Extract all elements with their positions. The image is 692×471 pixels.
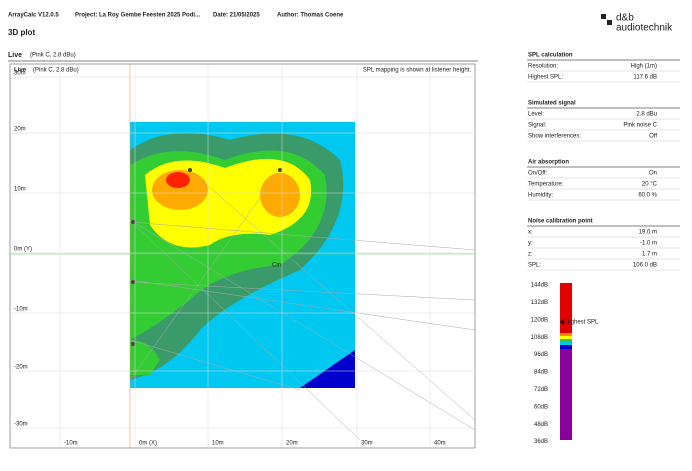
row-label: z:	[528, 252, 533, 258]
sightlines	[129, 169, 476, 441]
map-orange	[260, 173, 300, 217]
highest-marker	[560, 319, 564, 325]
scale-band	[560, 349, 572, 440]
logo-icon	[601, 14, 606, 19]
row-label: On/Off:	[528, 171, 548, 177]
scale-label: 144dB	[531, 283, 548, 289]
speaker	[188, 168, 192, 172]
y-axis-label: 10m	[14, 187, 26, 193]
inner-heading-sub: (Pink C, 2.8 dBu)	[33, 68, 79, 74]
y-axis-label: -20m	[14, 365, 28, 371]
ray	[129, 281, 476, 301]
section-title: SPL calculation	[528, 53, 573, 59]
scale-label: 108dB	[531, 335, 548, 341]
x-axis-label: -10m	[64, 441, 78, 447]
row-value: Pink noise C	[623, 123, 657, 129]
row-value: Off	[649, 134, 657, 140]
x-axis-label: 40m	[434, 441, 446, 447]
logo-icon	[607, 20, 612, 25]
row-value: 117.6 dB	[633, 75, 657, 81]
row-value: 60.0 %	[638, 193, 657, 199]
page-title: 3D plot	[8, 28, 35, 37]
scale-label: 96dB	[534, 352, 548, 358]
speaker	[131, 220, 135, 224]
ray	[129, 169, 281, 381]
section-title: Noise calibration point	[528, 219, 593, 225]
scale-label: 132dB	[531, 300, 548, 306]
inner-heading: Live	[14, 68, 27, 74]
date: Date: 21/05/2025	[213, 13, 260, 19]
row-label: Temperature:	[528, 182, 564, 188]
x-axis-label: 0m (X)	[139, 441, 157, 447]
map-green	[130, 340, 160, 375]
row-value: -1.0 m	[640, 241, 657, 247]
scale-label: 48dB	[534, 422, 548, 428]
row-value: 1.7 m	[642, 252, 657, 258]
scale-label: 72dB	[534, 387, 548, 393]
ray	[129, 221, 476, 251]
speakers	[131, 168, 282, 346]
plot-heading: Live	[8, 52, 22, 59]
y-axis-label: 20m	[14, 127, 26, 133]
marker-label: Cin	[272, 263, 281, 269]
ray	[129, 339, 301, 391]
app-name: ArrayCalc V12.0.5	[8, 13, 59, 19]
scale-label: 36dB	[534, 439, 548, 445]
row-label: Highest SPL:	[528, 75, 563, 81]
scale-label: 84dB	[534, 370, 548, 376]
row-label: Show interferences:	[528, 134, 581, 140]
row-label: SPL:	[528, 263, 541, 269]
row-value: 106.0 dB	[633, 263, 657, 269]
scale-band	[560, 336, 572, 339]
scale-band	[560, 342, 572, 345]
map-red	[166, 172, 190, 188]
spl-map	[130, 122, 355, 388]
row-label: Humidity:	[528, 193, 553, 199]
author: Author: Thomas Coene	[277, 13, 344, 19]
y-axis-label: -10m	[14, 307, 28, 313]
generated: 30m 20m 10m 0m (Y) -10m -20m -30m -10m 0m (X) 10m…	[10, 53, 680, 448]
x-axis-label: 30m	[361, 441, 373, 447]
row-label: Level:	[528, 112, 544, 118]
logo-sub: audiotechnik	[616, 23, 673, 34]
speaker	[131, 342, 135, 346]
x-axis-label: 10m	[212, 441, 224, 447]
x-axis-label: 20m	[286, 441, 298, 447]
section-title: Simulated signal	[528, 101, 576, 107]
plot-heading-sub: (Pink C, 2.8 dBu)	[30, 53, 76, 59]
scale-band	[560, 333, 572, 336]
logo: d&b	[616, 13, 634, 24]
scale-band	[560, 345, 572, 349]
ray	[189, 169, 476, 421]
speaker	[131, 280, 135, 284]
row-label: x:	[528, 230, 533, 236]
row-value: On	[649, 171, 657, 177]
row-label: y:	[528, 241, 533, 247]
highest-label: Highest SPL	[565, 320, 599, 326]
project: Project: La Roy Gembe Feesten 2025 Podi.…	[75, 13, 200, 19]
row-value: 2.8 dBu	[636, 112, 657, 118]
row-label: Resolution:	[528, 64, 558, 70]
y-axis-label: 30m	[14, 71, 26, 77]
row-value: High (1m)	[631, 64, 657, 70]
scale-label: 120dB	[531, 317, 548, 323]
y-axis-label: -30m	[14, 422, 28, 428]
ray	[129, 279, 476, 331]
scale-label: 60dB	[534, 404, 548, 410]
row-label: Signal:	[528, 123, 547, 129]
y-axis-label: 0m (Y)	[14, 247, 32, 253]
plot-note: SPL mapping is shown at listener height.	[363, 68, 472, 74]
map-blue	[300, 350, 355, 388]
section-title: Air absorption	[528, 160, 569, 166]
ray	[129, 219, 476, 431]
speaker	[278, 168, 282, 172]
row-value: 20 °C	[642, 182, 658, 188]
ray	[129, 219, 361, 441]
row-value: 19.0 m	[639, 230, 657, 236]
scale-band	[560, 339, 572, 342]
